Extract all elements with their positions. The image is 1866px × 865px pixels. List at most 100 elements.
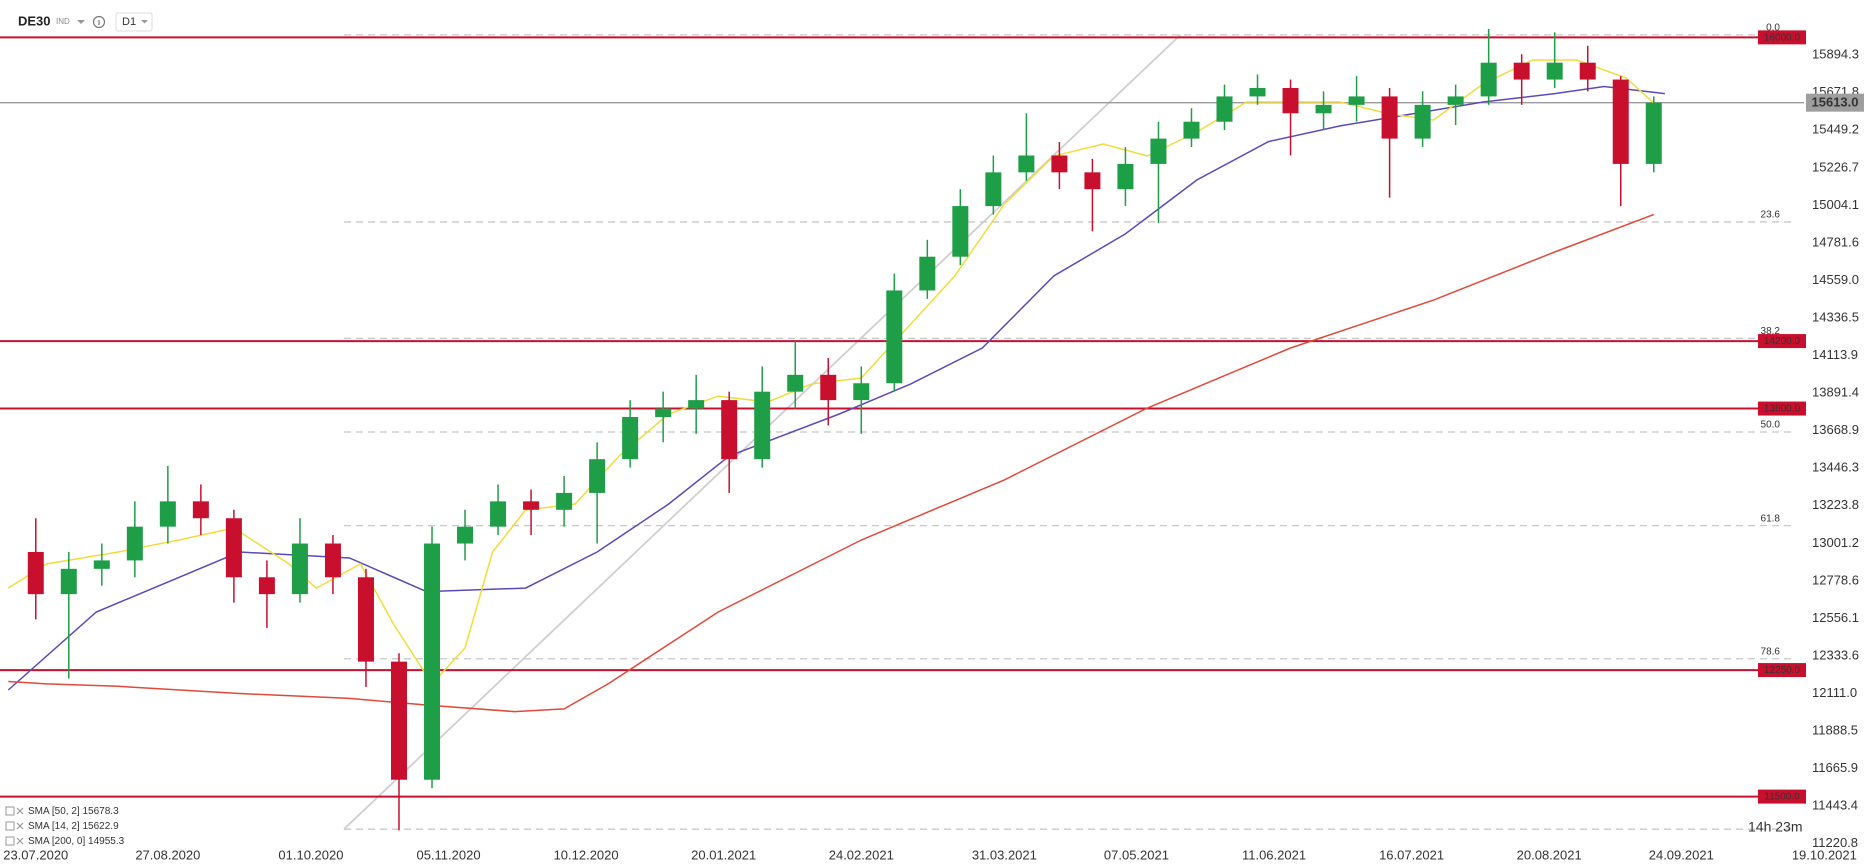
dropdown-arrow[interactable] — [141, 20, 148, 24]
candle-body — [126, 526, 143, 561]
candle-body — [424, 543, 441, 780]
current-price-box — [1806, 93, 1864, 112]
candle-body — [754, 391, 771, 460]
symbol: DE30 — [18, 13, 51, 28]
candle-body — [93, 560, 110, 569]
candle-body — [1315, 104, 1332, 114]
candle-body — [390, 661, 407, 780]
candle-body — [225, 518, 242, 578]
candle-body — [1645, 102, 1662, 164]
y-tick-label: 12111.0 — [1812, 685, 1857, 700]
x-tick-label: 31.03.2021 — [972, 847, 1037, 862]
candle-body — [853, 383, 870, 401]
candle-body — [1051, 155, 1068, 173]
y-tick-label: 13001.2 — [1812, 535, 1859, 550]
y-tick-label: 12333.6 — [1812, 647, 1859, 662]
timer: 14h 23m — [1748, 819, 1802, 835]
candle-body — [1546, 62, 1563, 80]
candle-body — [1150, 138, 1167, 164]
candle-body — [919, 256, 936, 291]
info-icon[interactable] — [92, 15, 106, 29]
y-tick-label: 11220.8 — [1812, 835, 1858, 850]
candle-body — [324, 543, 341, 578]
y-tick-label: 11888.5 — [1812, 722, 1858, 737]
candle-body — [1183, 121, 1200, 139]
candle-body — [1249, 87, 1266, 97]
candle-body — [1612, 79, 1629, 164]
interval-box[interactable] — [115, 12, 153, 32]
legend-entry: SMA [14, 2] 15622.9 — [28, 821, 119, 832]
candle-body — [258, 577, 275, 595]
y-tick-label: 13668.9 — [1812, 422, 1859, 437]
x-tick-label: 24.02.2021 — [829, 847, 894, 862]
y-tick-label: 14559.0 — [1812, 272, 1859, 287]
candle-body — [357, 577, 374, 662]
x-tick-label: 23.07.2020 — [3, 847, 68, 862]
legend-entry: SMA [50, 2] 15678.3 — [28, 806, 119, 817]
fib-level-label: 61.8 — [1761, 513, 1781, 524]
fib-level-label: 50.0 — [1761, 420, 1781, 431]
candle-body — [1447, 96, 1464, 105]
level-label: 14200.0 — [1764, 336, 1801, 347]
fib-level-label: 0.0 — [1766, 22, 1780, 33]
legend-value: 15678.3 — [82, 806, 119, 817]
candle-body — [1084, 172, 1101, 190]
fib-level-label: 38.2 — [1761, 326, 1781, 337]
x-tick-label: 16.07.2021 — [1379, 847, 1444, 862]
y-tick-label: 15004.1 — [1812, 197, 1859, 212]
legend-value: 14955.3 — [88, 836, 125, 847]
legend-value: 15622.9 — [82, 821, 119, 832]
candle-body — [60, 568, 77, 595]
y-tick-label: 14113.9 — [1812, 347, 1858, 362]
candle-body — [886, 290, 903, 384]
x-tick-label: 11.06.2021 — [1242, 847, 1306, 862]
level-label: 16000.0 — [1764, 33, 1801, 44]
x-tick-label: 27.08.2020 — [135, 847, 200, 862]
y-tick-label: 15449.2 — [1812, 122, 1859, 137]
y-tick-label: 12778.6 — [1812, 572, 1859, 587]
candle-body — [1348, 96, 1365, 105]
candle-body — [1381, 96, 1398, 139]
candle-body — [985, 172, 1002, 207]
legend-name: SMA [50, 2] — [28, 806, 80, 817]
legend-icon — [5, 806, 15, 816]
candle-body — [159, 501, 176, 527]
candle-body — [556, 492, 573, 510]
candle-body — [1480, 62, 1497, 97]
legend-remove[interactable] — [16, 822, 24, 830]
interval[interactable]: D1 — [122, 16, 136, 28]
candle-body — [457, 526, 474, 544]
candle-body — [589, 459, 606, 493]
legend-remove[interactable] — [16, 837, 24, 845]
x-tick-label: 07.05.2021 — [1104, 847, 1169, 862]
y-tick-label: 13223.8 — [1812, 497, 1859, 512]
level-label-box — [1758, 789, 1806, 804]
current-price-label: 15613.0 — [1812, 95, 1859, 110]
legend-name: SMA [14, 2] — [28, 821, 80, 832]
x-tick-label: 10.12.2020 — [554, 847, 619, 862]
sma-line — [7, 85, 1665, 691]
y-tick-label: 11665.9 — [1812, 760, 1858, 775]
legend-icon — [5, 836, 15, 846]
fib-level-label: 78.6 — [1761, 646, 1781, 657]
y-tick-label: 12556.1 — [1812, 610, 1859, 625]
y-tick-label: 13891.4 — [1812, 385, 1859, 400]
y-tick-label: 11443.4 — [1812, 798, 1858, 813]
level-label: 12250.0 — [1764, 665, 1801, 676]
level-label: 11500.0 — [1764, 792, 1800, 803]
candle-body — [1216, 96, 1233, 122]
candle-body — [1018, 155, 1035, 173]
y-tick-label: 14781.6 — [1812, 234, 1859, 249]
level-label: 13800.0 — [1764, 404, 1801, 415]
sma-line — [8, 213, 1655, 713]
legend-remove[interactable] — [16, 807, 24, 815]
market: IND — [56, 17, 70, 26]
x-tick-label: 05.11.2020 — [416, 847, 480, 862]
candle-body — [688, 400, 705, 409]
candle-body — [1513, 62, 1530, 80]
fib-level-label: 23.6 — [1761, 210, 1781, 221]
x-tick-label: 19.10.2021 — [1792, 847, 1857, 862]
candle-body — [820, 374, 837, 401]
dropdown-arrow[interactable] — [77, 20, 85, 24]
